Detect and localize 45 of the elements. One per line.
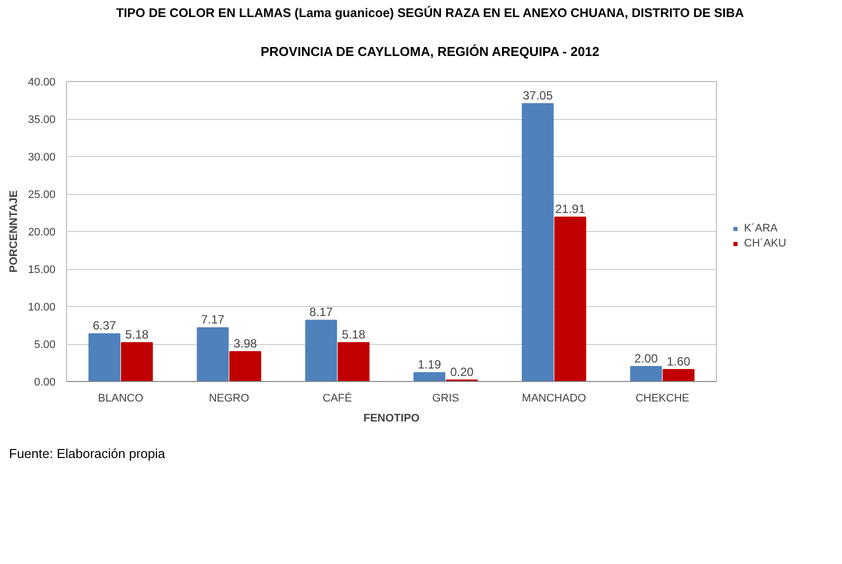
y-tick-label: 20.00 [28,226,56,238]
x-tick-label: CHEKCHE [635,392,690,404]
y-tick-label: 10.00 [28,302,56,314]
source-note: Fuente: Elaboración propia [9,445,166,463]
y-axis-title: PORCENNTAJE [8,190,20,273]
data-label: 0.20 [450,365,474,379]
legend-label: CH´AKU [744,237,786,249]
chart-subtitle: PROVINCIA DE CAYLLOMA, REGIÓN AREQUIPA - 2012 [260,43,600,61]
x-tick-label: BLANCO [98,392,144,404]
x-tick-label: MANCHADO [522,392,587,404]
y-tick-label: 0.00 [34,376,56,388]
bar [554,216,586,382]
data-label: 37.05 [522,88,554,103]
bar [88,333,120,382]
x-tick-label: NEGRO [208,392,250,404]
bar [522,103,554,382]
data-label: 1.60 [666,354,691,368]
data-label: 7.17 [201,312,225,327]
data-label: 1.19 [418,358,442,372]
chart-title: TIPO DE COLOR EN LLAMAS (Lama guanicoe) SEGÚN RAZA EN EL ANEXO CHUANA, DISTRITO DE SIBA [116,5,744,22]
bar [305,320,338,382]
bar [229,351,262,382]
y-tick-label: 5.00 [34,339,56,351]
data-label: 8.17 [309,305,334,320]
bar [413,372,446,382]
y-tick-label: 40.00 [28,76,56,88]
y-tick-label: 30.00 [28,152,56,164]
bar [120,342,153,382]
x-axis-title: FENOTIPO [363,412,420,424]
x-tick-label: CAFÉ [322,392,352,404]
data-label: 2.00 [634,352,658,366]
bar [196,327,229,382]
data-label: 3.98 [234,336,258,351]
bar [630,366,662,382]
x-tick-label: GRIS [432,392,460,404]
data-label: 6.37 [92,318,116,333]
y-tick-label: 15.00 [28,264,56,276]
data-label: 5.18 [342,328,366,342]
y-tick-label: 25.00 [28,189,56,201]
legend-label: K´ARA [744,222,778,234]
bar [338,342,370,382]
data-label: 5.18 [125,328,149,342]
data-label: 21.91 [555,202,586,216]
y-tick-label: 35.00 [28,114,56,126]
bar [662,369,695,382]
